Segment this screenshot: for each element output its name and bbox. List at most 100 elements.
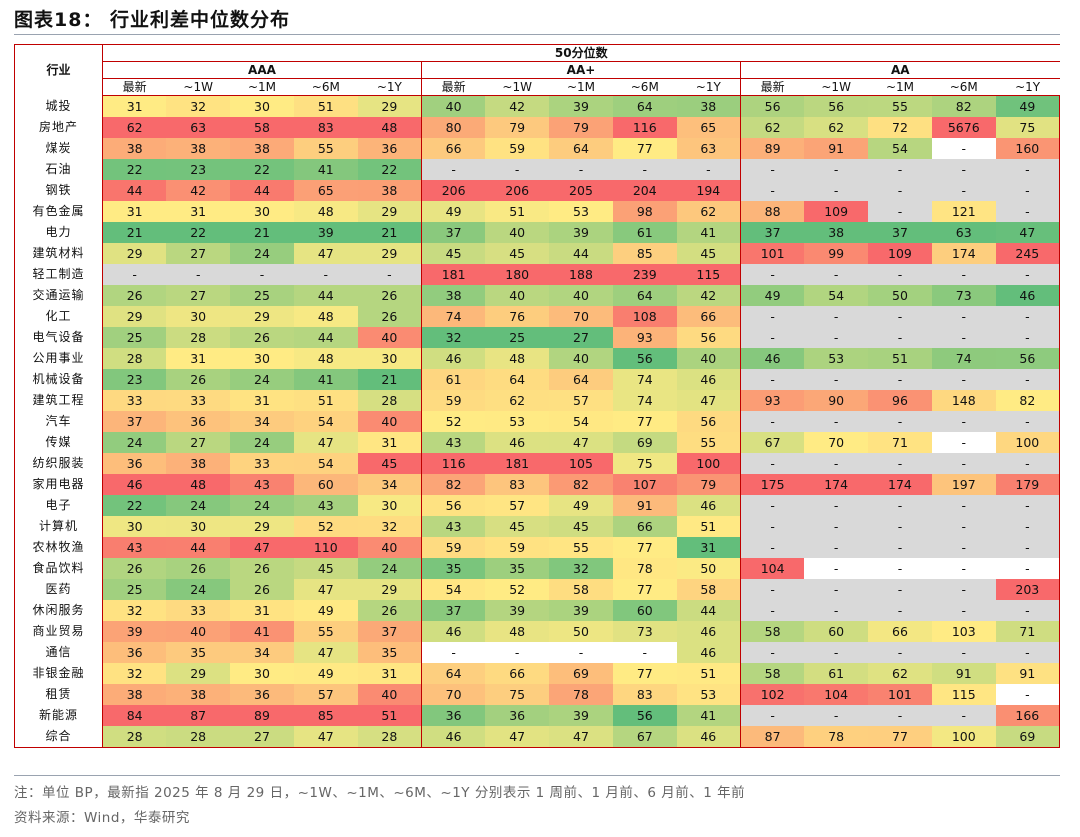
cell-aa-3: - xyxy=(931,642,996,663)
cell-aaa-3: 49 xyxy=(293,663,358,684)
cell-aaa-1: 27 xyxy=(166,285,231,306)
cell-aa-1: 99 xyxy=(804,243,869,264)
cell-aa-2: 37 xyxy=(868,222,932,243)
cell-aap-3: 91 xyxy=(612,495,677,516)
cell-aaa-3: 52 xyxy=(293,516,358,537)
industry-name: 农林牧渔 xyxy=(14,537,103,558)
cell-aa-0: - xyxy=(740,453,805,474)
cell-aaa-3: 48 xyxy=(293,348,358,369)
cell-aaa-4: 31 xyxy=(357,663,422,684)
cell-aa-3: - xyxy=(931,495,996,516)
cell-aa-3: - xyxy=(931,579,996,600)
cell-aa-1: - xyxy=(804,642,869,663)
cell-aaa-3: 43 xyxy=(293,495,358,516)
industry-name: 电气设备 xyxy=(14,327,103,348)
cell-aaa-3: 47 xyxy=(293,432,358,453)
cell-aaa-0: 31 xyxy=(102,95,167,117)
cell-aa-1: - xyxy=(804,180,869,201)
cell-aa-3: - xyxy=(931,432,996,453)
cell-aap-4: 50 xyxy=(676,558,741,579)
cell-aap-0: 59 xyxy=(421,537,486,558)
cell-aa-1: 174 xyxy=(804,474,869,495)
cell-aap-1: 35 xyxy=(485,558,550,579)
cell-aap-0: 61 xyxy=(421,369,486,390)
table-row: 电子 22 24 24 43 30 56 57 49 91 46- - - - - xyxy=(14,495,1060,516)
cell-aaa-3: 49 xyxy=(293,600,358,621)
cell-aa-0: - xyxy=(740,705,805,726)
cell-aap-4: 115 xyxy=(676,264,741,285)
cell-aaa-3: 47 xyxy=(293,243,358,264)
cell-aaa-3: 51 xyxy=(293,95,358,117)
industry-name: 综合 xyxy=(14,726,103,748)
cell-aap-3: 73 xyxy=(612,621,677,642)
cell-aaa-3: 83 xyxy=(293,117,358,138)
cell-aaa-1: 23 xyxy=(166,159,231,180)
industry-name: 纺织服装 xyxy=(14,453,103,474)
sub-header-aaa-3: ~6M xyxy=(293,78,358,96)
cell-aa-1: - xyxy=(804,306,869,327)
percentile-header: 50分位数 xyxy=(102,44,1060,62)
cell-aap-1: 40 xyxy=(485,222,550,243)
cell-aap-0: 70 xyxy=(421,684,486,705)
industry-name: 商业贸易 xyxy=(14,621,103,642)
cell-aa-2: - xyxy=(868,453,932,474)
cell-aa-4: - xyxy=(995,516,1060,537)
cell-aap-3: 77 xyxy=(612,138,677,159)
cell-aaa-2: 34 xyxy=(230,411,294,432)
cell-aa-1: - xyxy=(804,705,869,726)
cell-aap-1: 57 xyxy=(485,495,550,516)
cell-aap-1: 64 xyxy=(485,369,550,390)
cell-aap-4: 51 xyxy=(676,516,741,537)
cell-aaa-2: 34 xyxy=(230,642,294,663)
cell-aa-2: 71 xyxy=(868,432,932,453)
cell-aap-2: 50 xyxy=(549,621,613,642)
group-header-aaa: AAA xyxy=(102,61,422,79)
cell-aa-3: 197 xyxy=(931,474,996,495)
cell-aaa-1: 48 xyxy=(166,474,231,495)
table-row: 通信 36 35 34 47 35- - - -46- - - - - xyxy=(14,642,1060,663)
industry-name: 医药 xyxy=(14,579,103,600)
cell-aap-2: 27 xyxy=(549,327,613,348)
cell-aaa-4: 29 xyxy=(357,201,422,222)
cell-aap-2: - xyxy=(549,159,613,180)
industry-name: 汽车 xyxy=(14,411,103,432)
cell-aaa-1: 87 xyxy=(166,705,231,726)
cell-aap-4: 66 xyxy=(676,306,741,327)
industry-name: 休闲服务 xyxy=(14,600,103,621)
cell-aap-2: 39 xyxy=(549,222,613,243)
cell-aa-4: - xyxy=(995,558,1060,579)
cell-aaa-2: 24 xyxy=(230,495,294,516)
cell-aap-3: 93 xyxy=(612,327,677,348)
cell-aa-0: 49 xyxy=(740,285,805,306)
cell-aap-1: 51 xyxy=(485,201,550,222)
table-row: 农林牧渔 43 44 47 110 40 59 59 55 77 31- - - - - xyxy=(14,537,1060,558)
cell-aap-4: 46 xyxy=(676,642,741,663)
cell-aa-2: 77 xyxy=(868,726,932,748)
table-row: 综合 28 28 27 47 28 46 47 47 67 46 87 78 77 100 69 xyxy=(14,726,1060,748)
cell-aap-0: 40 xyxy=(421,95,486,117)
cell-aaa-0: 38 xyxy=(102,684,167,705)
cell-aap-3: 108 xyxy=(612,306,677,327)
cell-aa-0: - xyxy=(740,369,805,390)
cell-aaa-1: 22 xyxy=(166,222,231,243)
cell-aa-4: 203 xyxy=(995,579,1060,600)
cell-aap-0: - xyxy=(421,642,486,663)
cell-aaa-2: 30 xyxy=(230,663,294,684)
table-row: 商业贸易 39 40 41 55 37 46 48 50 73 46 58 60 66 103 71 xyxy=(14,621,1060,642)
cell-aaa-2: 47 xyxy=(230,537,294,558)
cell-aap-1: 59 xyxy=(485,138,550,159)
cell-aaa-0: 30 xyxy=(102,516,167,537)
cell-aa-1: - xyxy=(804,159,869,180)
cell-aaa-0: 33 xyxy=(102,390,167,411)
industry-name: 公用事业 xyxy=(14,348,103,369)
cell-aaa-0: 25 xyxy=(102,327,167,348)
industry-name: 家用电器 xyxy=(14,474,103,495)
cell-aaa-3: 47 xyxy=(293,579,358,600)
cell-aaa-2: 24 xyxy=(230,369,294,390)
table-row: 传媒 24 27 24 47 31 43 46 47 69 55 67 70 71-100 xyxy=(14,432,1060,453)
sub-header-aap-0: 最新 xyxy=(421,78,486,96)
cell-aaa-2: 33 xyxy=(230,453,294,474)
industry-name: 化工 xyxy=(14,306,103,327)
cell-aaa-0: 31 xyxy=(102,201,167,222)
cell-aap-0: 64 xyxy=(421,663,486,684)
